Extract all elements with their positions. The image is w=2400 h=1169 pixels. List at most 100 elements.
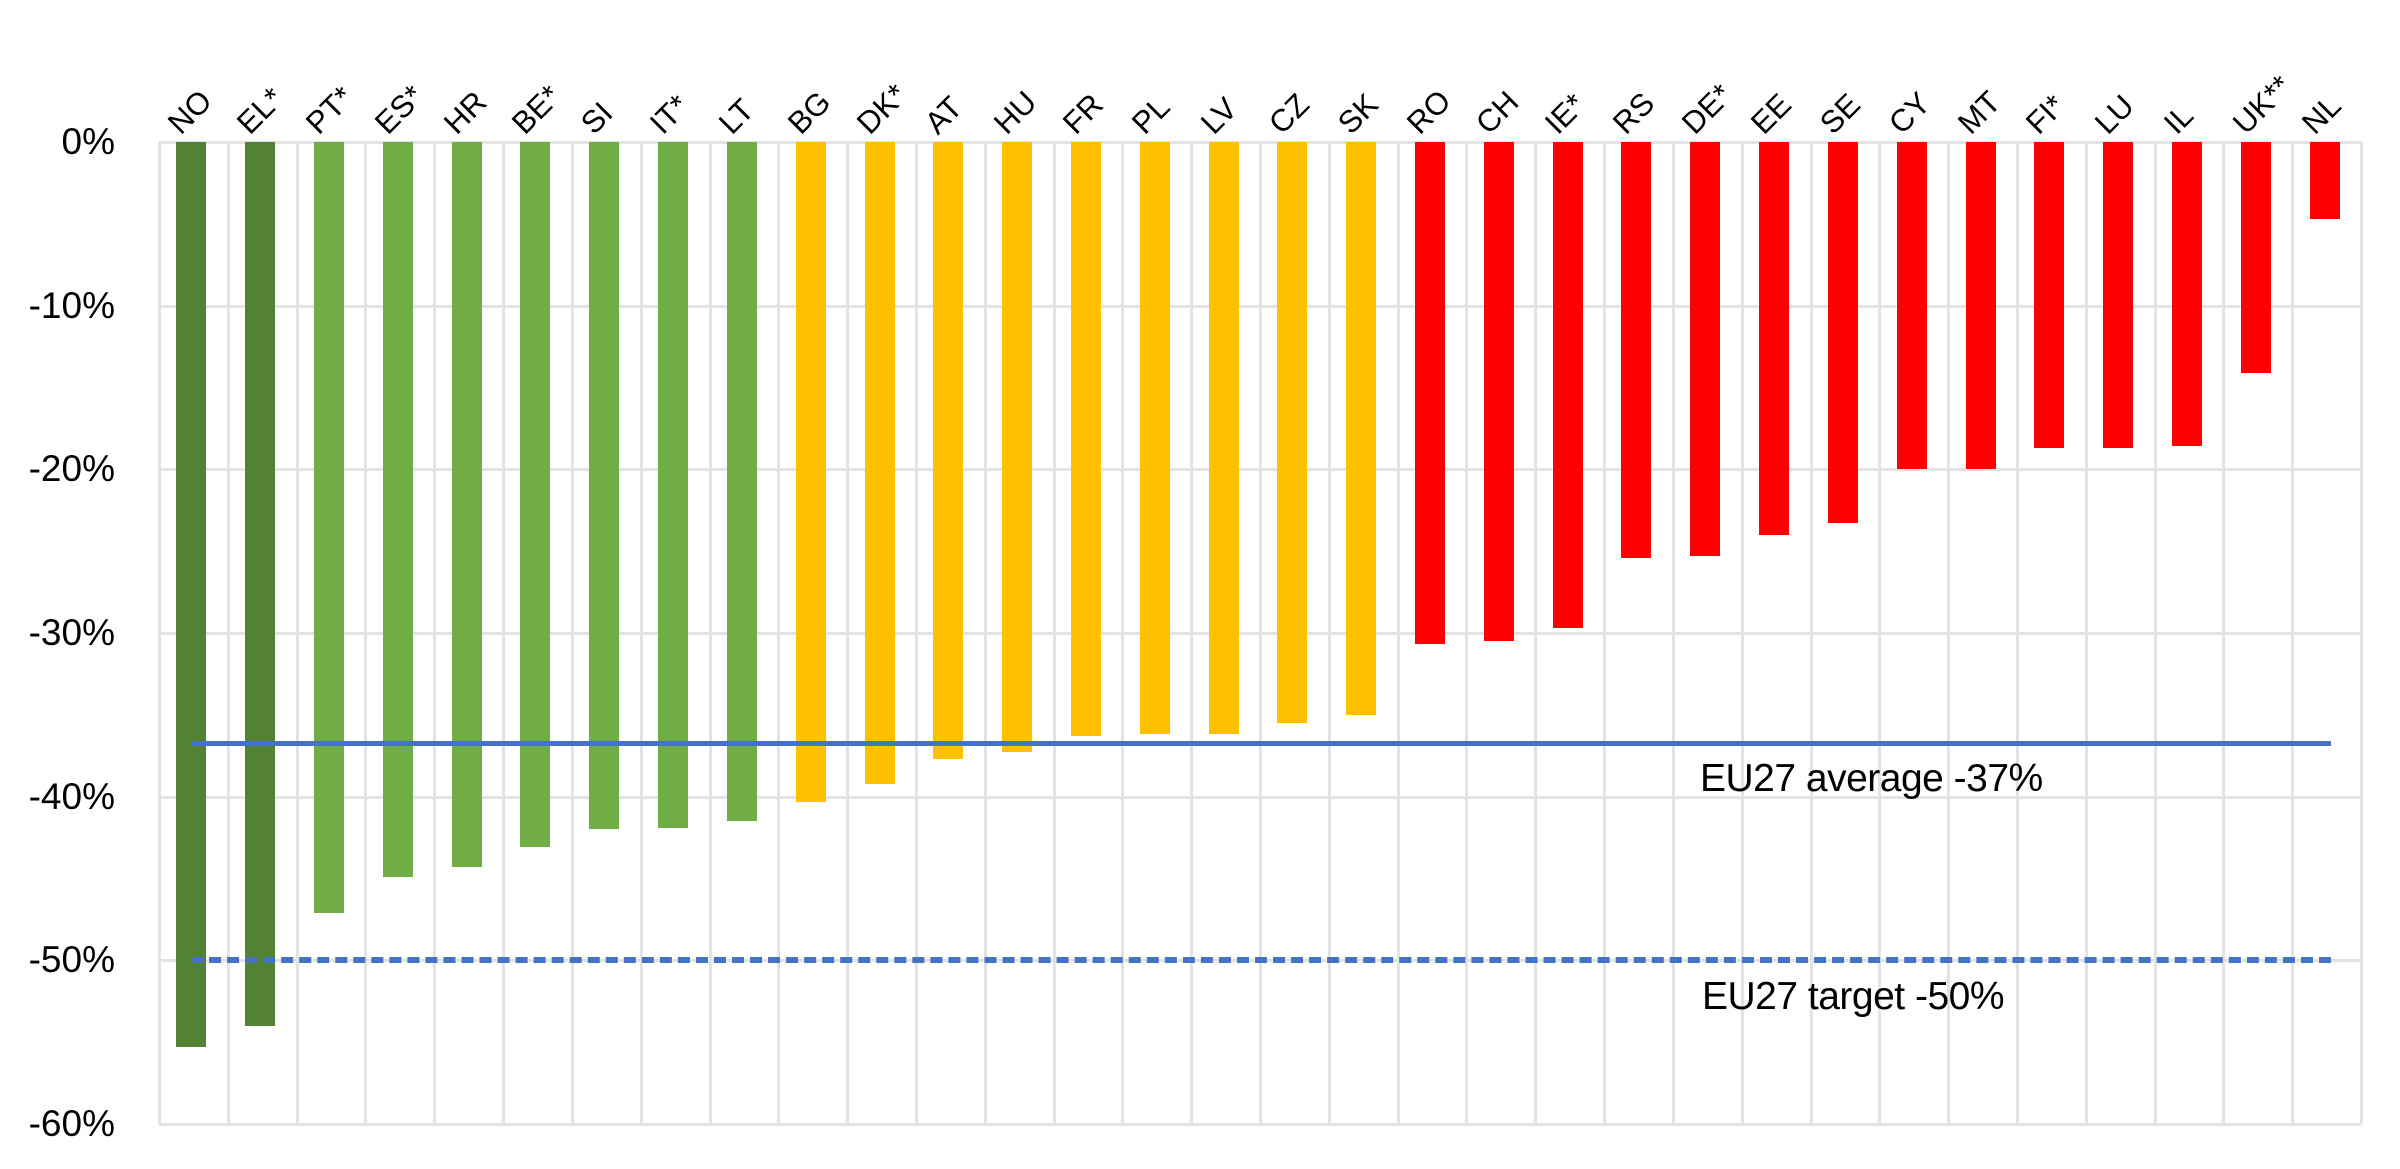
v-gridline: [433, 142, 437, 1124]
bar-lv: [1208, 142, 1239, 735]
v-gridline: [708, 142, 712, 1124]
bar-fr: [1070, 142, 1101, 737]
bar-at: [933, 142, 964, 760]
v-gridline: [502, 142, 506, 1124]
bar-uk: [2240, 142, 2271, 373]
x-tick-label: HR: [436, 84, 494, 141]
x-tick-label: DK*: [849, 76, 914, 141]
v-gridline: [158, 142, 161, 1124]
v-gridline: [295, 142, 299, 1124]
x-tick-label: BE*: [505, 78, 568, 141]
x-tick-label: EL*: [230, 80, 291, 141]
bar-es: [382, 142, 413, 877]
bar-el: [245, 142, 276, 1026]
x-tick-label: IL: [2156, 97, 2200, 141]
v-gridline: [226, 142, 230, 1124]
v-gridline: [2291, 142, 2295, 1124]
v-gridline: [1740, 142, 1744, 1124]
x-tick-label: LT: [711, 91, 761, 141]
v-gridline: [1671, 142, 1675, 1124]
eu27-average-label: EU27 average -37%: [1700, 757, 2043, 800]
x-tick-label: HU: [987, 84, 1044, 141]
v-gridline: [2360, 142, 2363, 1124]
bar-be: [520, 142, 551, 848]
bar-ee: [1759, 142, 1790, 535]
x-tick-label: SK: [1331, 86, 1386, 141]
x-tick-label: LU: [2088, 87, 2141, 141]
v-gridline: [639, 142, 643, 1124]
bar-cz: [1277, 142, 1308, 724]
bar-ie: [1552, 142, 1583, 629]
v-gridline: [914, 142, 918, 1124]
x-tick-label: RS: [1606, 85, 1662, 141]
v-gridline: [2222, 142, 2226, 1124]
bar-bg: [795, 142, 826, 802]
bar-de: [1690, 142, 1721, 557]
x-tick-label: CH: [1468, 84, 1526, 141]
x-tick-label: DE*: [1675, 76, 1739, 141]
v-gridline: [2084, 142, 2088, 1124]
bar-se: [1827, 142, 1858, 524]
bar-dk: [864, 142, 895, 784]
x-tick-label: FI*: [2019, 87, 2073, 141]
x-tick-label: UK**: [2225, 68, 2299, 141]
x-tick-label: IE*: [1537, 86, 1592, 141]
y-tick-label: -60%: [28, 1103, 115, 1144]
x-tick-label: CY: [1881, 85, 1937, 141]
y-tick-label: -50%: [28, 939, 115, 981]
x-tick-label: PL: [1124, 89, 1177, 141]
v-gridline: [1396, 142, 1400, 1124]
v-gridline: [2015, 142, 2019, 1124]
v-gridline: [570, 142, 574, 1124]
v-gridline: [1947, 142, 1951, 1124]
bar-si: [589, 142, 620, 830]
eu27-average-line: [191, 740, 2331, 746]
x-tick-label: SI: [574, 95, 620, 141]
v-gridline: [1809, 142, 1813, 1124]
v-gridline: [983, 142, 987, 1124]
bar-il: [2171, 142, 2202, 447]
v-gridline: [1052, 142, 1056, 1124]
bar-hr: [451, 142, 482, 868]
v-gridline: [1190, 142, 1194, 1124]
y-tick-label: 0%: [61, 121, 115, 162]
bar-lu: [2103, 142, 2134, 449]
x-tick-label: AT: [918, 89, 970, 141]
bar-lt: [726, 142, 757, 822]
x-tick-label: LV: [1193, 90, 1244, 141]
y-tick-label: -40%: [28, 775, 115, 817]
bar-sk: [1346, 142, 1377, 715]
x-tick-label: NL: [2294, 87, 2348, 141]
x-tick-label: RO: [1399, 83, 1458, 141]
x-tick-label: ES*: [367, 78, 431, 141]
bar-ch: [1483, 142, 1514, 642]
bar-cy: [1896, 142, 1927, 470]
v-gridline: [1465, 142, 1469, 1124]
v-gridline: [777, 142, 781, 1124]
x-tick-label: PT*: [298, 79, 361, 141]
bar-mt: [1965, 142, 1996, 470]
v-gridline: [846, 142, 850, 1124]
v-gridline: [364, 142, 368, 1124]
y-tick-label: -30%: [28, 612, 115, 653]
v-gridline: [1534, 142, 1538, 1124]
x-tick-label: NO: [161, 83, 219, 141]
x-tick-label: SE: [1812, 86, 1867, 141]
bar-pt: [314, 142, 345, 913]
bar-no: [176, 142, 207, 1048]
bar-nl: [2309, 142, 2340, 219]
bar-fi: [2034, 142, 2065, 449]
v-gridline: [1259, 142, 1262, 1124]
eu27-target-label: EU27 target -50%: [1702, 975, 2005, 1018]
bar-hu: [1002, 142, 1033, 753]
v-gridline: [2153, 142, 2157, 1124]
x-tick-label: CZ: [1262, 86, 1317, 141]
x-tick-label: EE: [1744, 86, 1799, 141]
v-gridline: [1121, 142, 1125, 1124]
bar-it: [658, 142, 689, 828]
v-gridline: [1878, 142, 1882, 1124]
x-tick-label: BG: [780, 84, 838, 141]
bar-rs: [1621, 142, 1652, 558]
bar-pl: [1139, 142, 1170, 735]
